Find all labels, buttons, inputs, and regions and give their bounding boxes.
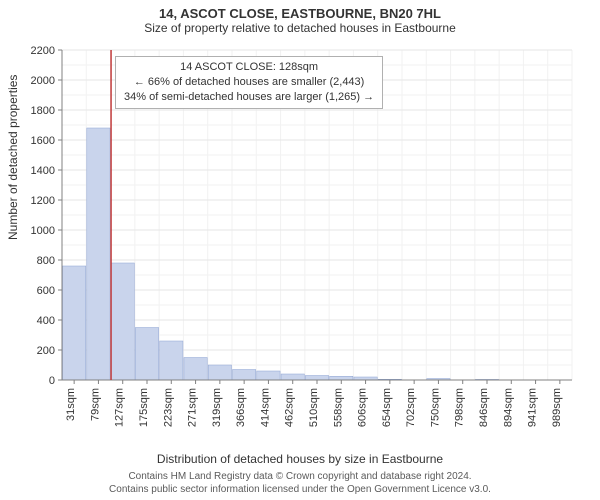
annotation-line1: 14 ASCOT CLOSE: 128sqm [124,60,374,75]
y-tick-label: 2000 [31,75,55,87]
y-tick-label: 400 [37,315,55,327]
x-tick-label: 606sqm [357,388,369,427]
x-tick-label: 798sqm [454,388,466,427]
y-tick-label: 200 [37,345,55,357]
chart-title: 14, ASCOT CLOSE, EASTBOURNE, BN20 7HL [0,6,600,21]
chart-subtitle: Size of property relative to detached ho… [0,21,600,35]
x-tick-label: 223sqm [162,388,174,427]
x-tick-label: 510sqm [308,388,320,427]
y-tick-label: 1800 [31,105,55,117]
x-tick-label: 175sqm [138,388,150,427]
histogram-bar [330,376,353,380]
x-tick-label: 414sqm [259,388,271,427]
histogram-bar [208,365,231,380]
x-tick-label: 127sqm [114,388,126,427]
x-tick-label: 941sqm [527,388,539,427]
x-axis-label: Distribution of detached houses by size … [0,452,600,466]
x-tick-label: 989sqm [551,388,563,427]
histogram-bar [135,328,158,381]
y-tick-label: 1200 [31,195,55,207]
marker-annotation-box: 14 ASCOT CLOSE: 128sqm ← 66% of detached… [115,56,383,109]
histogram-bar [160,341,183,380]
title-block: 14, ASCOT CLOSE, EASTBOURNE, BN20 7HL Si… [0,0,600,35]
histogram-bar [305,376,328,381]
histogram-bar [184,358,207,381]
x-tick-label: 750sqm [429,388,441,427]
histogram-bar [111,263,134,380]
attribution-block: Contains HM Land Registry data © Crown c… [0,471,600,496]
attribution-line1: Contains HM Land Registry data © Crown c… [0,471,600,484]
x-tick-label: 462sqm [284,388,296,427]
y-tick-label: 2200 [31,45,55,57]
histogram-bar [63,266,86,380]
histogram-bar [233,370,256,381]
y-tick-label: 1600 [31,135,55,147]
x-tick-label: 366sqm [235,388,247,427]
y-tick-label: 800 [37,255,55,267]
attribution-line2: Contains public sector information licen… [0,484,600,497]
histogram-bar [281,374,304,380]
histogram-bar [257,371,280,380]
y-tick-label: 1000 [31,225,55,237]
chart-area: 0200400600800100012001400160018002000220… [62,50,572,430]
y-axis-label: Number of detached properties [6,75,20,240]
x-tick-label: 894sqm [502,388,514,427]
y-tick-label: 600 [37,285,55,297]
annotation-line2: ← 66% of detached houses are smaller (2,… [124,75,374,90]
x-tick-label: 319sqm [211,388,223,427]
x-tick-label: 654sqm [381,388,393,427]
x-tick-label: 702sqm [405,388,417,427]
x-tick-label: 31sqm [65,388,77,421]
histogram-bar [87,128,110,380]
x-tick-label: 846sqm [478,388,490,427]
figure-container: 14, ASCOT CLOSE, EASTBOURNE, BN20 7HL Si… [0,0,600,500]
y-tick-label: 1400 [31,165,55,177]
x-tick-label: 79sqm [89,388,101,421]
x-tick-label: 558sqm [332,388,344,427]
y-tick-label: 0 [49,375,55,387]
x-tick-label: 271sqm [187,388,199,427]
annotation-line3: 34% of semi-detached houses are larger (… [124,90,374,105]
